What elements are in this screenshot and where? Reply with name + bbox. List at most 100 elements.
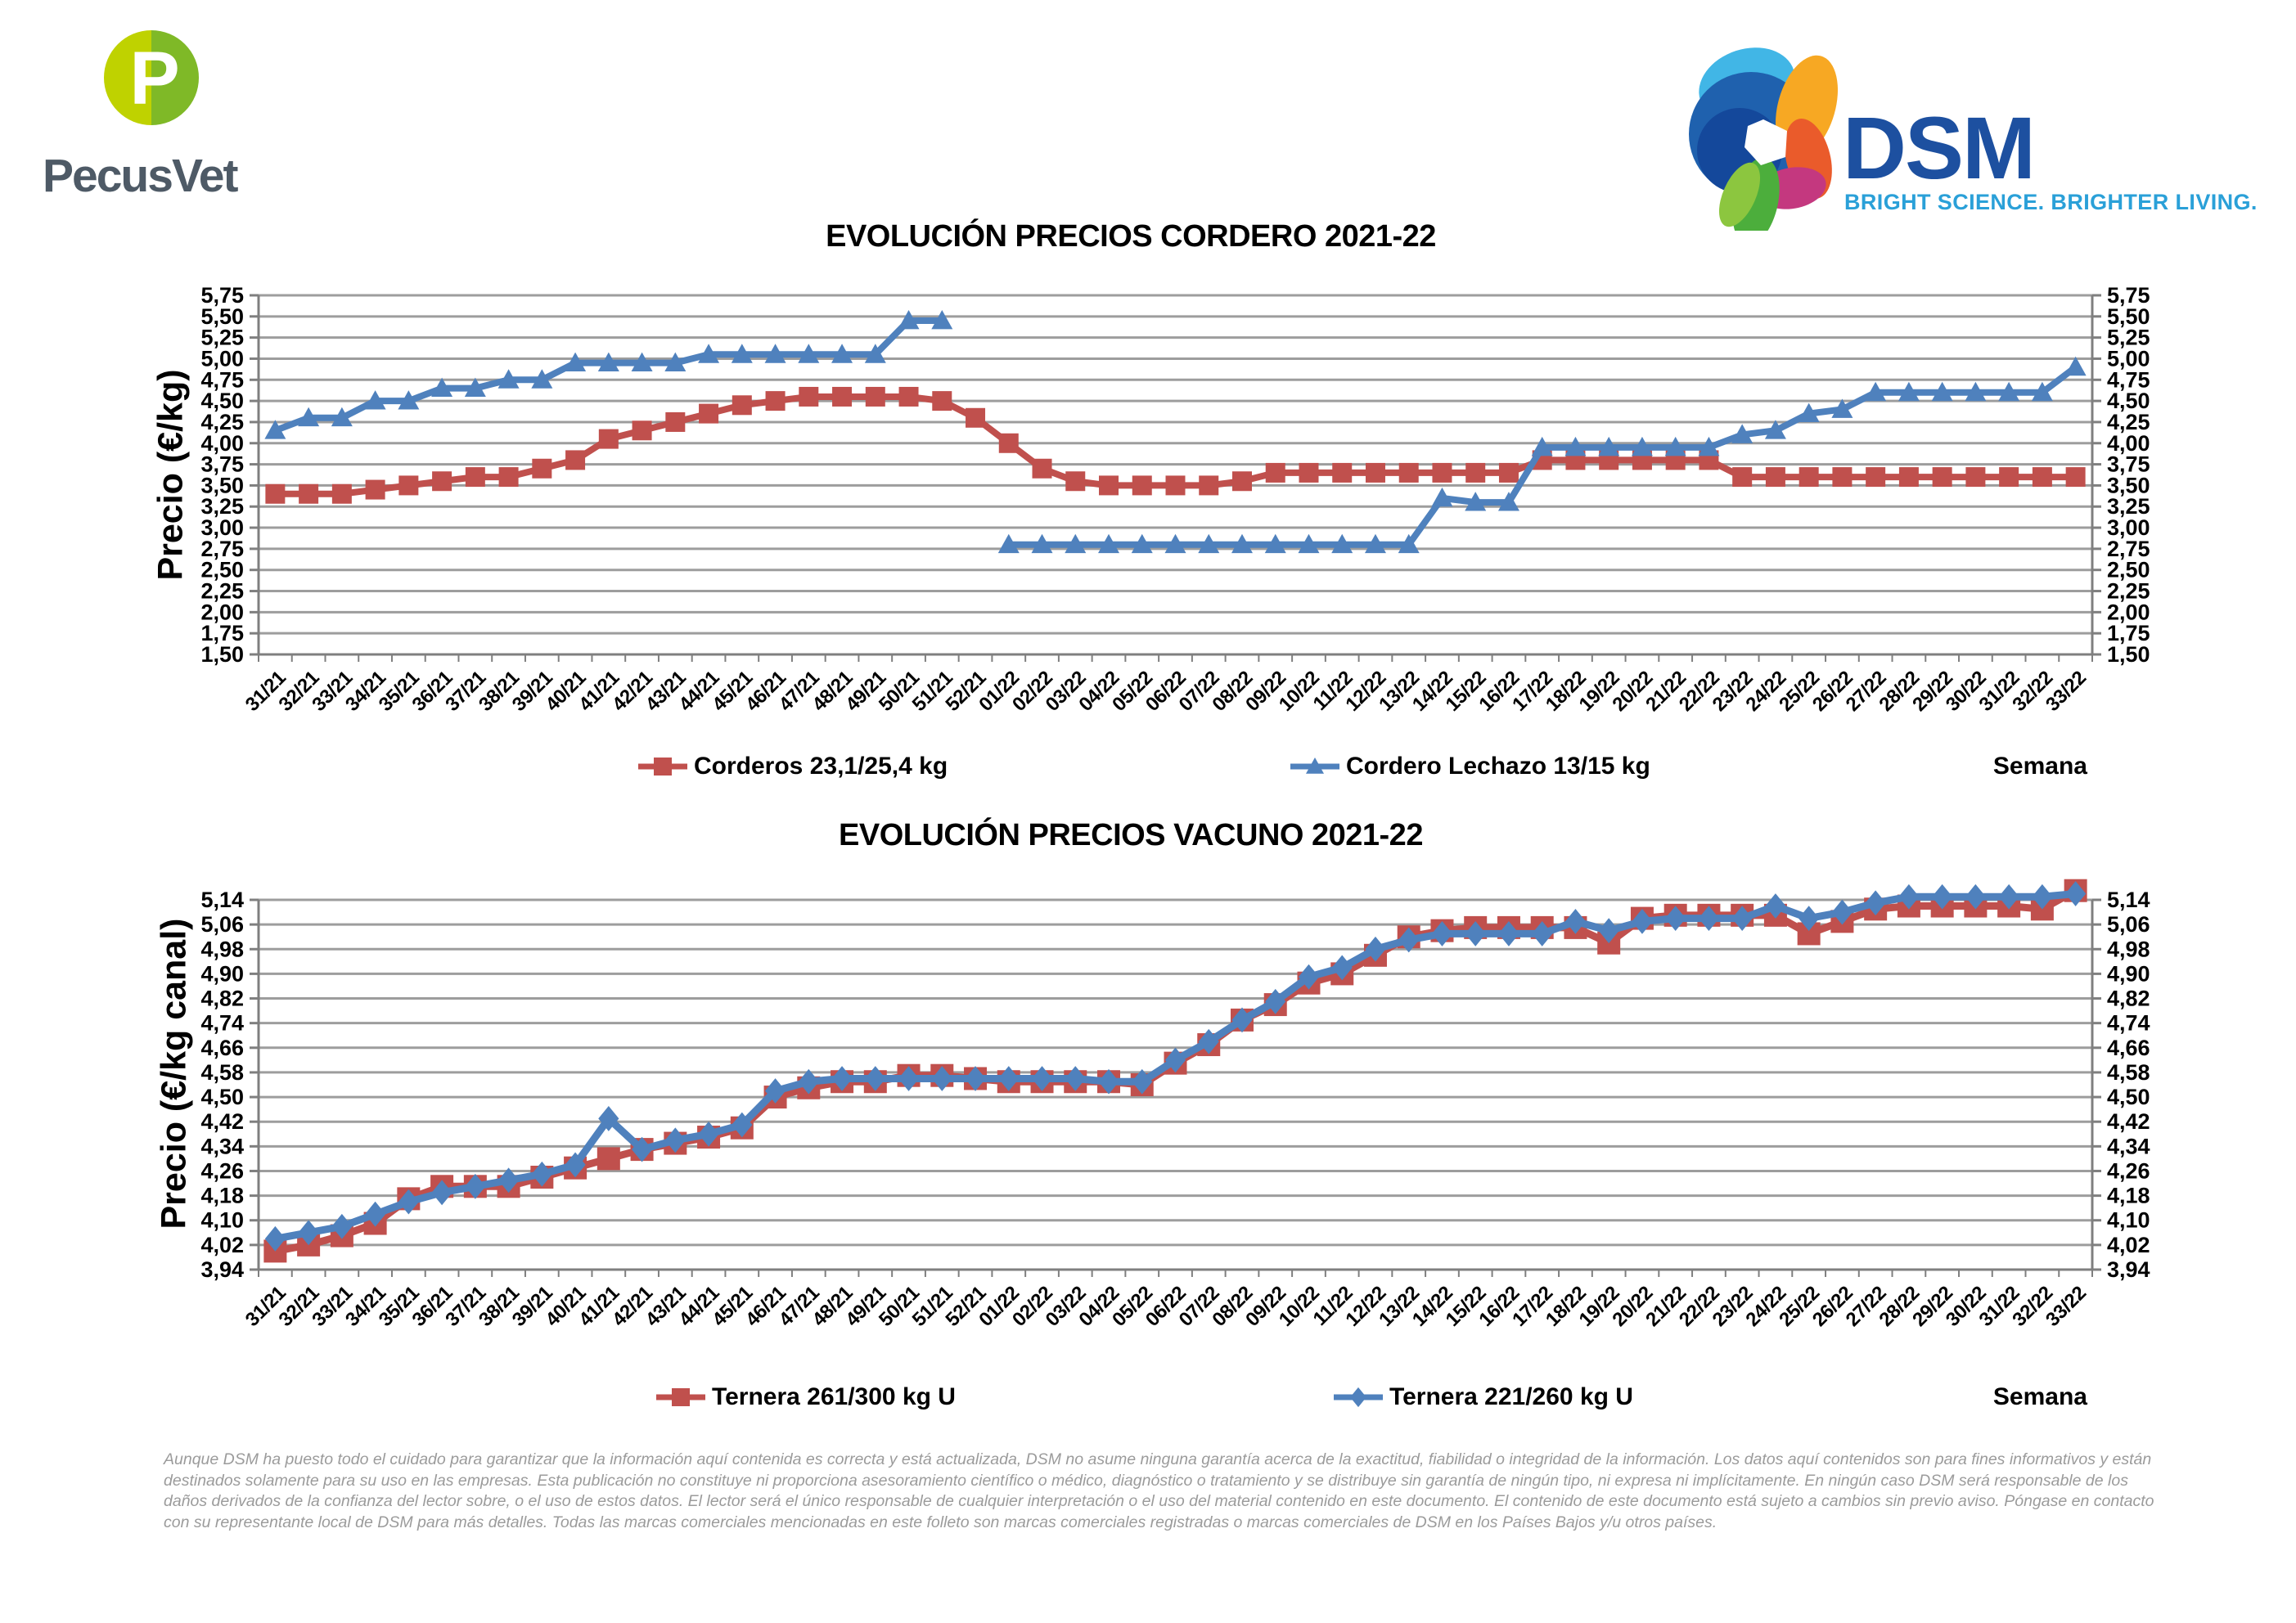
data-point-marker (764, 344, 786, 363)
data-point-marker (732, 395, 752, 416)
data-point-marker (1965, 467, 1986, 488)
data-point-marker (398, 390, 420, 410)
data-point-marker (798, 1068, 819, 1095)
cordero-legend: Corderos 23,1/25,4 kg Cordero Lechazo 13… (0, 753, 2296, 789)
pecusvet-monogram: P (129, 37, 179, 120)
data-point-marker (864, 344, 886, 363)
data-point-marker (1865, 381, 1887, 402)
y-tick-label: 4,26 (200, 1158, 244, 1183)
data-point-marker (1465, 921, 1486, 946)
data-point-marker (1765, 467, 1785, 488)
disclaimer-line: con su representante local de DSM para m… (164, 1513, 1717, 1531)
y-tick-label: 4,66 (200, 1036, 244, 1060)
y-tick-label: 3,75 (200, 452, 244, 477)
data-point-marker (732, 1112, 753, 1138)
data-point-marker (1098, 1068, 1119, 1095)
data-point-marker (1398, 927, 1420, 953)
data-point-marker (698, 344, 720, 363)
data-point-marker (1065, 471, 1086, 492)
data-point-marker (498, 467, 519, 488)
y-tick-label: 3,25 (200, 494, 244, 519)
data-point-marker (1564, 908, 1587, 934)
data-point-marker (331, 483, 352, 504)
cordero-y-axis-title: Precio (€/kg) (151, 369, 191, 581)
pecusvet-circle-right (151, 30, 199, 125)
data-point-marker (1564, 436, 1587, 456)
y-tick-label: 2,00 (200, 600, 244, 624)
data-point-marker (1932, 467, 1952, 488)
data-point-marker (365, 479, 385, 500)
y-tick-label: 5,75 (200, 283, 244, 308)
y-tick-label: 2,25 (2107, 579, 2150, 604)
data-point-marker (931, 309, 953, 330)
y-tick-label: 4,75 (2107, 367, 2150, 392)
data-point-marker (1632, 908, 1653, 934)
data-point-marker (1465, 462, 1486, 483)
pecusvet-wordmark: PecusVet (43, 150, 239, 202)
y-tick-label: 1,50 (2107, 642, 2150, 667)
y-tick-label: 5,14 (200, 888, 244, 912)
data-point-marker (1731, 906, 1753, 931)
data-point-marker (1298, 533, 1320, 554)
data-point-marker (1497, 492, 1519, 511)
y-tick-label: 3,94 (200, 1257, 244, 1282)
data-point-marker (1465, 492, 1487, 511)
data-point-marker (298, 1220, 319, 1246)
data-point-marker (1398, 533, 1420, 554)
y-tick-label: 1,75 (2107, 621, 2150, 645)
data-point-marker (364, 390, 386, 410)
data-point-marker (1298, 964, 1320, 990)
data-point-marker (365, 1201, 386, 1227)
y-tick-label: 4,74 (2107, 1011, 2150, 1036)
data-point-marker (932, 391, 952, 411)
data-point-marker (1132, 1068, 1153, 1095)
y-tick-label: 4,42 (2107, 1109, 2150, 1134)
y-tick-label: 4,58 (2107, 1060, 2150, 1085)
data-point-marker (2032, 467, 2052, 488)
data-point-marker (1132, 475, 1152, 496)
data-point-marker (1998, 381, 2020, 402)
y-tick-label: 4,10 (2107, 1208, 2150, 1233)
data-point-marker (1866, 467, 1886, 488)
y-tick-label: 4,82 (200, 987, 244, 1011)
cordero-x-axis-title: Semana (1992, 753, 2087, 780)
data-point-marker (1264, 533, 1286, 554)
y-tick-label: 3,00 (2107, 515, 2150, 540)
y-tick-label: 5,00 (2107, 346, 2150, 371)
y-tick-label: 4,02 (200, 1233, 244, 1257)
data-point-marker (1231, 1007, 1253, 1033)
data-point-marker (1799, 467, 1819, 488)
vacuno-chart: 3,94 3,944,02 4,024,10 4,104,18 4,184,26 4,26… (200, 879, 2150, 1331)
y-tick-label: 4,74 (200, 1011, 244, 1036)
data-point-marker (1032, 458, 1052, 479)
disclaimer-line: Aunque DSM ha puesto todo el cuidado par… (164, 1450, 2152, 1468)
y-tick-label: 5,25 (2107, 326, 2150, 350)
y-tick-label: 4,18 (200, 1184, 244, 1208)
y-tick-label: 4,58 (200, 1060, 244, 1085)
data-point-marker (1165, 475, 1186, 496)
cordero-series-0 (265, 386, 2086, 504)
data-point-marker (398, 475, 419, 496)
data-point-marker (497, 1167, 520, 1194)
data-point-marker (1898, 883, 1920, 910)
data-point-marker (565, 450, 586, 470)
y-tick-label: 5,06 (2107, 912, 2150, 937)
y-tick-label: 5,75 (2107, 283, 2150, 308)
data-point-marker (1498, 921, 1519, 946)
data-point-marker (1932, 883, 1953, 910)
data-point-marker (1732, 467, 1753, 488)
y-tick-label: 4,25 (2107, 410, 2150, 434)
data-point-marker (1265, 462, 1285, 483)
data-point-marker (1531, 436, 1553, 456)
ternera-221-260-swatch-icon (1334, 1387, 1383, 1408)
data-point-marker (1265, 988, 1286, 1014)
data-point-marker (898, 1066, 920, 1091)
y-tick-label: 2,75 (200, 537, 244, 561)
data-point-marker (1031, 1066, 1053, 1091)
pecusvet-logo: P PecusVet (39, 15, 285, 203)
data-point-marker (898, 386, 919, 407)
data-point-marker (1998, 883, 2019, 910)
y-tick-label: 3,00 (200, 515, 244, 540)
data-point-marker (598, 429, 619, 449)
